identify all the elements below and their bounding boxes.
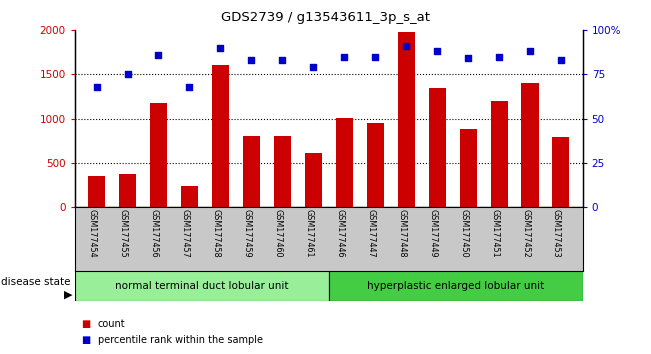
Bar: [367, 123, 383, 207]
Text: count: count: [98, 319, 125, 329]
Bar: [305, 153, 322, 207]
Point: [277, 57, 288, 63]
Bar: [553, 137, 570, 207]
Text: GSM177450: GSM177450: [459, 209, 468, 258]
Bar: [491, 101, 508, 207]
Text: ■: ■: [81, 319, 90, 329]
Point: [308, 64, 318, 70]
Text: ■: ■: [81, 335, 90, 345]
Text: GSM177455: GSM177455: [118, 209, 128, 258]
Text: GSM177459: GSM177459: [242, 209, 251, 258]
Text: GDS2739 / g13543611_3p_s_at: GDS2739 / g13543611_3p_s_at: [221, 11, 430, 24]
Text: GSM177448: GSM177448: [397, 209, 406, 257]
Point: [184, 84, 195, 90]
Text: GSM177451: GSM177451: [490, 209, 499, 258]
Point: [246, 57, 256, 63]
Bar: [119, 174, 136, 207]
Bar: [398, 32, 415, 207]
Text: GSM177449: GSM177449: [428, 209, 437, 258]
Text: GSM177453: GSM177453: [552, 209, 561, 258]
Point: [525, 48, 535, 54]
Text: GSM177457: GSM177457: [180, 209, 189, 258]
Bar: [150, 103, 167, 207]
Bar: [181, 186, 198, 207]
Text: disease state: disease state: [1, 277, 71, 287]
Bar: [460, 129, 477, 207]
Text: GSM177460: GSM177460: [273, 209, 283, 257]
Point: [401, 43, 411, 49]
Point: [153, 52, 163, 58]
Point: [370, 54, 380, 59]
Text: GSM177447: GSM177447: [367, 209, 375, 258]
Point: [556, 57, 566, 63]
Text: GSM177446: GSM177446: [335, 209, 344, 257]
Point: [122, 72, 133, 77]
Bar: [428, 88, 446, 207]
Point: [339, 54, 350, 59]
Bar: [212, 65, 229, 207]
Bar: [75, 271, 329, 301]
Text: ▶: ▶: [64, 290, 73, 300]
Text: GSM177461: GSM177461: [304, 209, 313, 257]
Point: [91, 84, 102, 90]
Point: [494, 54, 505, 59]
Text: GSM177454: GSM177454: [87, 209, 96, 258]
Text: GSM177456: GSM177456: [150, 209, 158, 258]
Point: [432, 48, 442, 54]
Text: hyperplastic enlarged lobular unit: hyperplastic enlarged lobular unit: [367, 281, 544, 291]
Bar: [329, 271, 583, 301]
Bar: [274, 136, 291, 207]
Bar: [336, 118, 353, 207]
Text: GSM177452: GSM177452: [521, 209, 530, 258]
Text: GSM177458: GSM177458: [212, 209, 221, 258]
Point: [463, 56, 473, 61]
Text: normal terminal duct lobular unit: normal terminal duct lobular unit: [115, 281, 288, 291]
Bar: [88, 176, 105, 207]
Point: [215, 45, 226, 51]
Bar: [521, 83, 538, 207]
Text: percentile rank within the sample: percentile rank within the sample: [98, 335, 262, 345]
Bar: [243, 136, 260, 207]
